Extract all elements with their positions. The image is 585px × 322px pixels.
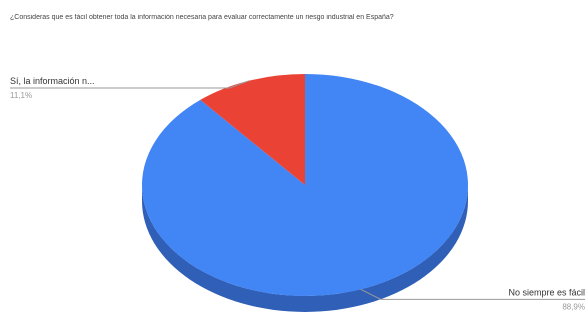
chart-title: ¿Consideras que es fácil obtener toda la… — [10, 14, 394, 21]
pie-slice-1 — [200, 74, 305, 185]
pie-label-0: No siempre es fácil 88,9% — [360, 287, 585, 311]
slice-label-1: Sí, la información n... — [10, 76, 95, 86]
slice-label-0: No siempre es fácil — [508, 287, 585, 297]
pie-label-1: Sí, la información n... 11,1% — [10, 76, 250, 100]
leader-line-1 — [10, 80, 250, 89]
pie-slices — [141, 74, 469, 296]
slice-percent-0: 88,9% — [562, 302, 585, 311]
leader-line-0 — [360, 288, 585, 300]
pie-labels: No siempre es fácil 88,9% Sí, la informaci… — [10, 76, 585, 311]
slice-percent-1: 11,1% — [10, 91, 32, 100]
